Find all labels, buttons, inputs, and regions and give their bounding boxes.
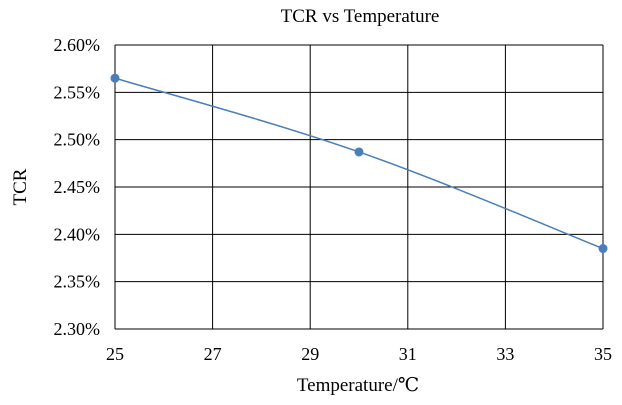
y-tick-label: 2.30% (54, 319, 101, 339)
chart-title: TCR vs Temperature (281, 6, 440, 27)
y-tick-label: 2.60% (54, 35, 101, 55)
y-tick-label: 2.40% (54, 224, 101, 244)
x-tick-label: 29 (301, 344, 319, 364)
x-tick-label: 35 (594, 344, 612, 364)
data-point-3 (598, 244, 608, 254)
y-axis-tick-labels: 2.30% 2.35% 2.40% 2.45% 2.50% 2.55% 2.60% (54, 35, 101, 339)
grid-lines (114, 44, 604, 330)
x-tick-label: 33 (496, 344, 514, 364)
x-tick-label: 31 (399, 344, 417, 364)
y-tick-label: 2.55% (54, 82, 101, 102)
series-line (114, 77, 604, 250)
x-tick-label: 27 (204, 344, 222, 364)
y-tick-label: 2.50% (54, 130, 101, 150)
y-axis-title: TCR (10, 168, 31, 205)
y-tick-label: 2.35% (54, 272, 101, 292)
x-axis-title: Temperature/℃ (297, 375, 419, 396)
x-tick-label: 25 (106, 344, 124, 364)
data-point-2 (354, 147, 364, 157)
series-layer (110, 73, 608, 254)
data-point-1 (110, 73, 120, 83)
y-tick-label: 2.45% (54, 177, 101, 197)
x-axis-tick-labels: 25 27 29 31 33 35 (106, 344, 612, 364)
